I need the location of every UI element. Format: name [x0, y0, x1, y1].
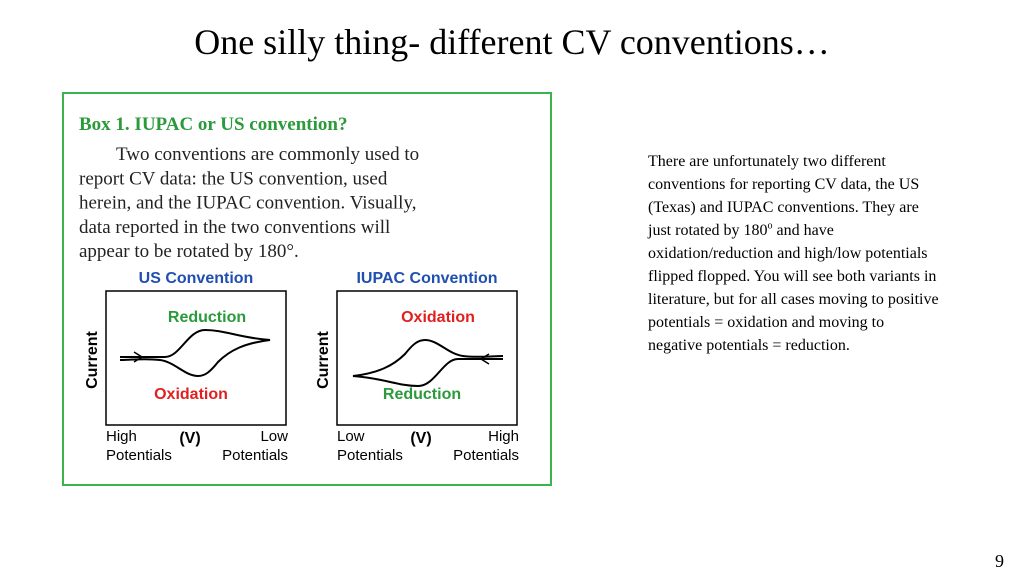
x-axis-label: Low: [337, 428, 365, 445]
panel-title: IUPAC Convention: [356, 270, 497, 287]
x-axis-label: High: [106, 428, 137, 445]
slide-title: One silly thing- different CV convention…: [194, 22, 830, 62]
peak-label-top: Oxidation: [401, 309, 475, 326]
x-axis-label: Potentials: [453, 447, 519, 464]
body-line: herein, and the IUPAC convention. Visual…: [79, 193, 416, 214]
notes: There are unfortunately two different co…: [648, 150, 940, 357]
x-axis-label: Potentials: [337, 447, 403, 464]
panel: IUPAC Convention Oxidation Reduction Curren…: [315, 270, 519, 464]
body-line: report CV data: the US convention, used: [79, 168, 388, 189]
x-axis-unit: (V): [410, 430, 431, 447]
box-heading: Box 1. IUPAC or US convention?: [79, 114, 347, 135]
body-line: Two conventions are commonly used to: [116, 144, 419, 165]
box-body: Two conventions are commonly used to repo…: [79, 144, 419, 262]
scan-arrow: [479, 353, 503, 365]
panels: US Convention Reduction Oxidation Current Hi…: [84, 270, 519, 464]
box-frame: [62, 92, 552, 486]
panel: US Convention Reduction Oxidation Current Hi…: [84, 270, 288, 464]
y-axis-label: Current: [315, 330, 332, 388]
panel-title: US Convention: [139, 270, 254, 287]
peak-label-top: Reduction: [168, 309, 246, 326]
cv-curve: [119, 328, 271, 378]
notes-text: There are unfortunately two different co…: [648, 153, 920, 239]
y-axis-label: Current: [84, 330, 101, 388]
page-number: 9: [995, 551, 1004, 571]
cv-trace: [352, 338, 504, 388]
cv-trace: [119, 328, 271, 378]
peak-label-bottom: Reduction: [383, 386, 461, 403]
body-line: appear to be rotated by 180°.: [79, 241, 299, 262]
x-axis-unit: (V): [179, 430, 200, 447]
plot-frame: [105, 290, 287, 426]
plot-frame: [336, 290, 518, 426]
cv-curve: [352, 338, 504, 388]
x-axis-label: Potentials: [222, 447, 288, 464]
x-axis-label: Low: [260, 428, 288, 445]
notes-superscript: o: [767, 220, 773, 232]
body-line: data reported in the two conventions wil…: [79, 217, 390, 238]
peak-label-bottom: Oxidation: [154, 386, 228, 403]
x-axis-label: Potentials: [106, 447, 172, 464]
scan-arrow: [120, 351, 144, 363]
x-axis-label: High: [488, 428, 519, 445]
notes-text: and have oxidation/reduction and high/lo…: [648, 222, 939, 354]
